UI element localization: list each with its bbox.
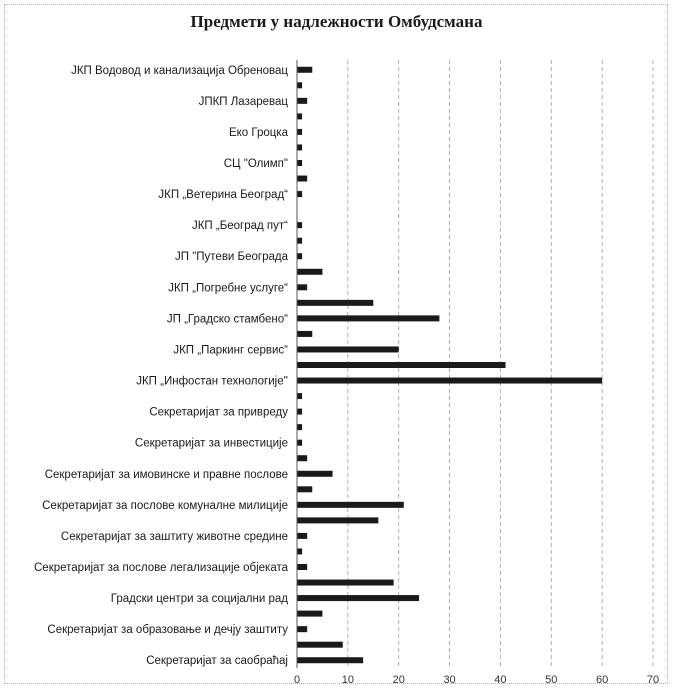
bar [297, 455, 308, 462]
category-label: ЈКП „Београд пут“ [192, 220, 288, 232]
category-label: ЈПКП Лазаревац [199, 96, 289, 108]
x-tick-label: 70 [647, 674, 659, 686]
bar [297, 532, 308, 539]
bar [297, 657, 364, 664]
bar [297, 517, 379, 524]
category-label: ЈП "Путеви Београда [175, 251, 289, 263]
bar [297, 641, 343, 648]
category-label: СЦ "Олимп" [224, 158, 288, 170]
category-label: Секретаријат за образовање и дечју зашти… [47, 624, 288, 636]
category-label: ЈП „Градско стамбено“ [167, 313, 288, 325]
category-label: ЈКП Водовод и канализација Обреновац [71, 65, 288, 77]
bar [297, 346, 399, 353]
x-tick-labels: 0 10 20 30 40 50 60 70 [294, 674, 659, 686]
bar [297, 564, 308, 570]
chart-title: Предмети у надлежности Омбудсмана [190, 12, 483, 31]
category-label: ЈКП „Погребне услуге“ [168, 282, 288, 294]
category-label: Секретаријат за имовинске и правне посло… [45, 469, 288, 481]
bar [297, 439, 303, 446]
bar [297, 548, 303, 555]
bar [297, 191, 303, 198]
bar [297, 299, 374, 306]
category-label: ЈКП „Ветерина Београд“ [158, 189, 288, 201]
bar [297, 82, 303, 89]
bar [297, 237, 303, 244]
bar [297, 626, 308, 633]
bar [297, 253, 303, 260]
x-tick-label: 30 [443, 674, 455, 686]
bar [297, 486, 313, 493]
bar [297, 66, 313, 73]
bar [297, 501, 404, 508]
x-tick-label: 10 [342, 674, 354, 686]
bar [297, 144, 303, 151]
x-tick-label: 20 [393, 674, 405, 686]
x-tick-label: 50 [545, 674, 557, 686]
bar [297, 470, 333, 477]
category-label: ЈКП „Инфостан технологије'' [136, 376, 288, 388]
bar [297, 128, 303, 135]
category-label: ЈКП „Паркинг сервис“ [173, 344, 288, 356]
bar [297, 579, 394, 586]
bar [297, 610, 323, 617]
bar [297, 595, 420, 602]
category-label: Градски центри за социјални рад [111, 593, 289, 605]
bar [297, 97, 308, 104]
bar [297, 113, 303, 120]
x-tick-label: 40 [494, 674, 506, 686]
category-label: Секретаријат за заштиту животне средине [61, 531, 288, 543]
bars [297, 66, 603, 664]
x-tick-label: 60 [596, 674, 608, 686]
x-tick-label: 0 [294, 674, 300, 686]
bar [297, 175, 308, 182]
category-labels: ЈКП Водовод и канализација Обреновац ЈПКП… [34, 65, 289, 667]
bar [297, 393, 303, 400]
category-label: Секретаријат за послове легализације обј… [34, 562, 289, 574]
category-label: Секретаријат за инвестиције [135, 438, 288, 450]
category-label: Секретаријат за привреду [149, 407, 288, 419]
bar [297, 315, 440, 322]
category-label: Еко Гроцка [229, 127, 289, 139]
bar [297, 408, 303, 415]
bar [297, 330, 313, 337]
bar [297, 268, 323, 275]
bar [297, 284, 308, 291]
bar [297, 424, 303, 431]
category-label: Секретаријат за саобраћај [146, 655, 288, 667]
bar [297, 377, 603, 384]
chart-frame [4, 4, 668, 684]
category-label: Секретаријат за послове комуналне милици… [42, 500, 288, 512]
bar [297, 222, 303, 229]
bar [297, 362, 506, 368]
bar [297, 160, 303, 166]
